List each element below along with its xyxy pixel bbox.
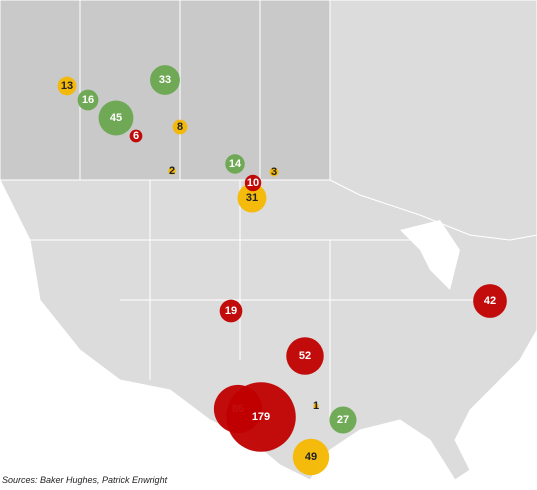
bubble-label: 14: [229, 158, 242, 170]
bubble-label: 13: [61, 80, 73, 92]
borders: [30, 0, 500, 420]
bubble: [225, 154, 245, 174]
bubble-label: 45: [110, 112, 122, 124]
lakes: [400, 220, 460, 290]
bubble: [98, 100, 134, 136]
bubble: [226, 382, 296, 452]
bubble: [244, 174, 262, 192]
bubble: [150, 65, 180, 95]
bubble-label: 1: [313, 400, 319, 412]
source: Sources: Baker Hughes, Patrick Enwright: [2, 475, 168, 485]
bubble-label: 8: [177, 121, 183, 133]
bubble: [292, 438, 330, 476]
bubble: [168, 167, 176, 175]
bubble-label: 31: [246, 192, 258, 204]
bubble-label: 16: [82, 94, 94, 106]
bubble-label: 27: [337, 414, 349, 426]
bubble: [219, 299, 243, 323]
bubble-label: 49: [305, 451, 317, 463]
canada-east: [329, 0, 537, 241]
bubble-label: 3: [271, 166, 277, 178]
bubble-label: 6: [133, 130, 139, 142]
bubble: [57, 76, 77, 96]
bubble-label: 19: [225, 305, 237, 317]
bubble: [473, 284, 507, 318]
bubble: [313, 403, 319, 409]
bubble-label: 42: [484, 295, 496, 307]
bubble-label: 52: [299, 350, 311, 362]
bubble: [77, 89, 99, 111]
bubble: [172, 119, 188, 135]
bubble: [129, 129, 143, 143]
bubble-label: 179: [252, 411, 270, 423]
bubble: [237, 183, 267, 213]
bubble-label: 33: [159, 74, 171, 86]
bubble: [329, 406, 357, 434]
bubble-label: 2: [169, 165, 175, 177]
bubble: [286, 337, 324, 375]
bubble-label: 10: [247, 177, 259, 189]
bubble: [269, 167, 279, 177]
